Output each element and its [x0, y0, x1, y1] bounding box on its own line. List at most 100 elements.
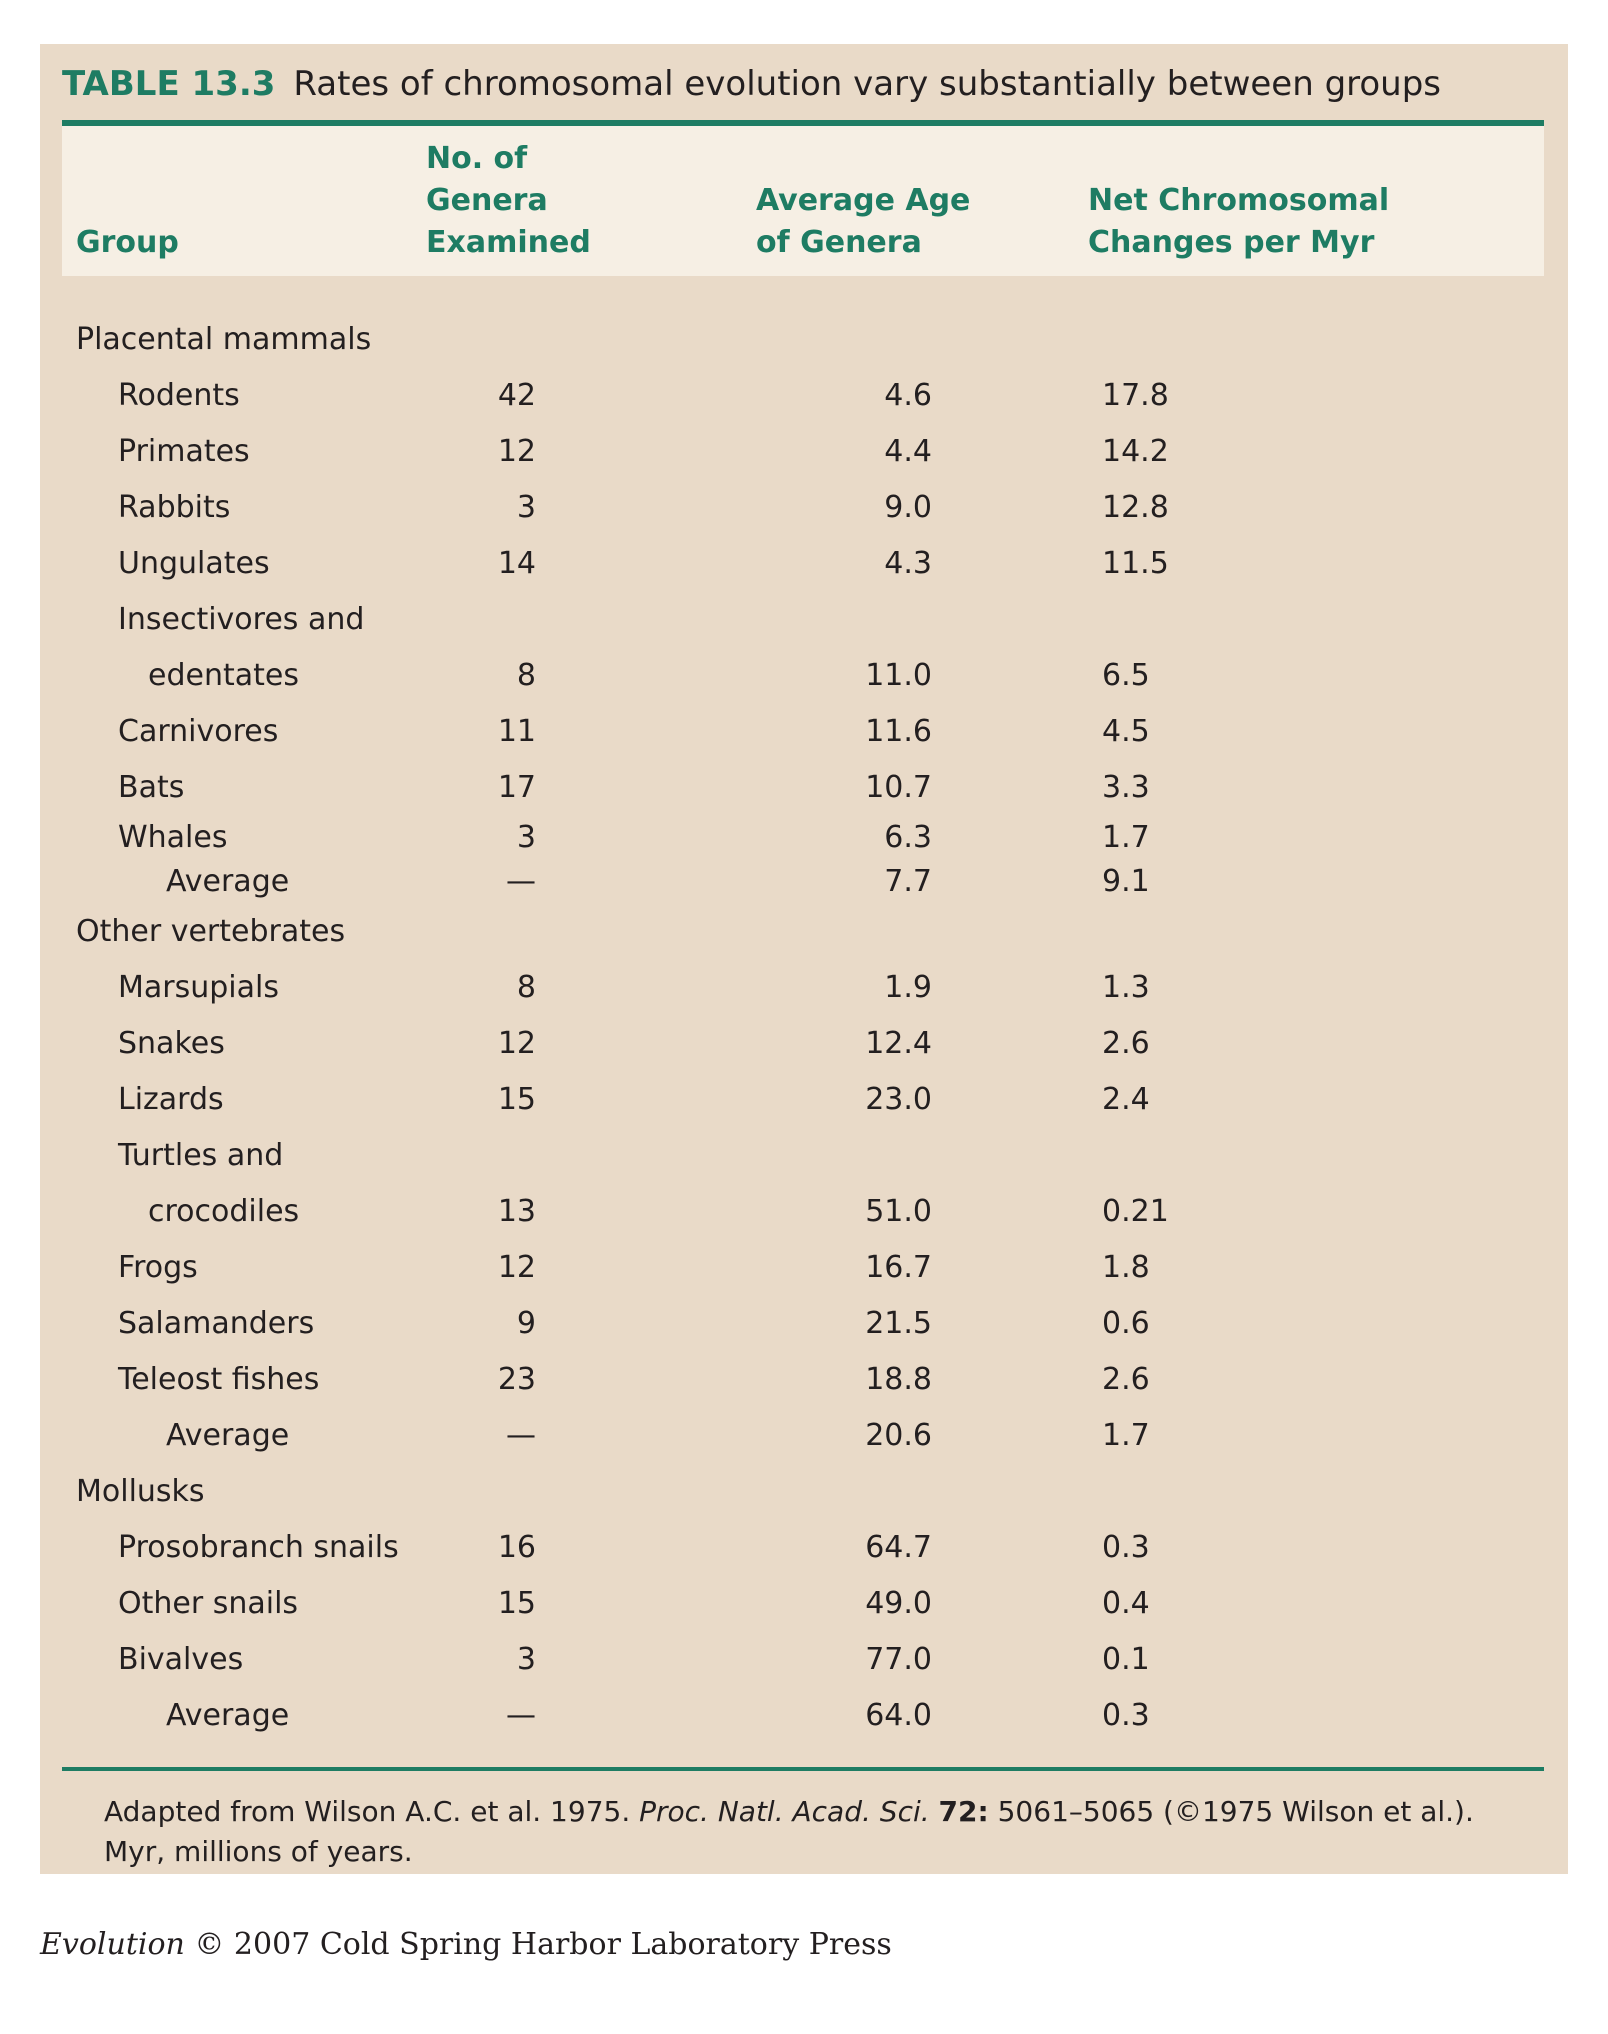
- row-age-cell: 20.6: [865, 1418, 932, 1453]
- row-genera-cell: —: [506, 1418, 536, 1453]
- table-caption: TABLE 13.3 Rates of chromosomal evolution…: [62, 62, 1441, 106]
- row-genera-cell: —: [506, 1698, 536, 1733]
- table-row: Mollusks: [62, 1464, 1544, 1520]
- row-age-cell: 4.4: [884, 434, 932, 469]
- table-row: Bats 17 10.7 3.3: [62, 760, 1544, 816]
- table-caption-text: Rates of chromosomal evolution vary subs…: [293, 64, 1442, 104]
- row-net-cell: 0.21: [1102, 1194, 1169, 1229]
- header-genera-line2: Genera: [426, 183, 548, 218]
- table-header: Group No. of Genera Examined Average Age…: [62, 126, 1544, 276]
- table-panel: TABLE 13.3 Rates of chromosomal evolution…: [40, 44, 1568, 1874]
- table-row: Other vertebrates: [62, 904, 1544, 960]
- row-age-cell: 21.5: [865, 1306, 932, 1341]
- table-row: Salamanders 9 21.5 0.6: [62, 1296, 1544, 1352]
- row-net-cell: 1.7: [1102, 1418, 1150, 1453]
- bottom-rule: [62, 1767, 1544, 1771]
- table-row: Turtles and: [62, 1128, 1544, 1184]
- row-age-cell: 4.3: [884, 546, 932, 581]
- row-net-cell: 12.8: [1102, 490, 1169, 525]
- row-age-cell: 16.7: [865, 1250, 932, 1285]
- row-net-cell: 2.6: [1102, 1026, 1150, 1061]
- footnote-abbreviation: Myr, millions of years.: [104, 1835, 413, 1868]
- header-genera-line1: No. of: [426, 141, 528, 176]
- row-net-cell: 1.7: [1102, 820, 1150, 855]
- row-age-cell: 7.7: [884, 864, 932, 899]
- row-genera-cell: 16: [497, 1530, 536, 1565]
- footnote-journal: Proc. Natl. Acad. Sci.: [639, 1795, 930, 1828]
- footnote-source: Adapted from Wilson A.C. et al. 1975.: [104, 1795, 640, 1828]
- row-group-cell: Frogs: [118, 1250, 198, 1285]
- row-group-cell: Rabbits: [118, 490, 231, 525]
- table-number: TABLE 13.3: [62, 64, 276, 104]
- row-group-cell: Mollusks: [76, 1474, 205, 1509]
- row-net-cell: 17.8: [1102, 378, 1169, 413]
- row-genera-cell: 3: [516, 1642, 536, 1677]
- row-group-cell: Insectivores and: [118, 602, 365, 637]
- row-genera-cell: 8: [516, 658, 536, 693]
- row-net-cell: 0.6: [1102, 1306, 1150, 1341]
- row-age-cell: 49.0: [865, 1586, 932, 1621]
- header-group: Group: [76, 225, 179, 260]
- header-genera-line3: Examined: [426, 225, 591, 260]
- row-group-cell: Average: [166, 1418, 290, 1453]
- row-age-cell: 18.8: [865, 1362, 932, 1397]
- row-genera-cell: 8: [516, 970, 536, 1005]
- row-genera-cell: 9: [516, 1306, 536, 1341]
- row-age-cell: 12.4: [865, 1026, 932, 1061]
- table-row: Average — 20.6 1.7: [62, 1408, 1544, 1464]
- row-genera-cell: 15: [497, 1082, 536, 1117]
- table-row: Other snails 15 49.0 0.4: [62, 1576, 1544, 1632]
- header-net-line1: Net Chromosomal: [1088, 183, 1390, 218]
- row-genera-cell: —: [506, 864, 536, 899]
- row-net-cell: 0.1: [1102, 1642, 1150, 1677]
- row-group-cell: Prosobranch snails: [118, 1530, 399, 1565]
- row-age-cell: 51.0: [865, 1194, 932, 1229]
- row-age-cell: 10.7: [865, 770, 932, 805]
- table-row: Rabbits 3 9.0 12.8: [62, 480, 1544, 536]
- row-genera-cell: 12: [497, 1026, 536, 1061]
- row-group-cell: Turtles and: [118, 1138, 284, 1173]
- row-group-cell: Bats: [118, 770, 185, 805]
- table-row: Bivalves 3 77.0 0.1: [62, 1632, 1544, 1688]
- row-group-cell: Whales: [118, 820, 228, 855]
- table-row: Prosobranch snails 16 64.7 0.3: [62, 1520, 1544, 1576]
- row-age-cell: 9.0: [884, 490, 932, 525]
- row-genera-cell: 11: [497, 714, 536, 749]
- row-group-cell: Average: [166, 1698, 290, 1733]
- row-group-cell: Salamanders: [118, 1306, 315, 1341]
- table-row: Placental mammals: [62, 312, 1544, 368]
- row-group-cell: edentates: [148, 658, 299, 693]
- row-age-cell: 64.7: [865, 1530, 932, 1565]
- row-genera-cell: 12: [497, 1250, 536, 1285]
- row-age-cell: 1.9: [884, 970, 932, 1005]
- top-rule: [62, 120, 1544, 126]
- row-net-cell: 14.2: [1102, 434, 1169, 469]
- footnote-volume: 72:: [938, 1795, 989, 1828]
- table-row: Snakes 12 12.4 2.6: [62, 1016, 1544, 1072]
- row-group-cell: Other vertebrates: [76, 914, 346, 949]
- table-row: Frogs 12 16.7 1.8: [62, 1240, 1544, 1296]
- header-age-line2: of Genera: [756, 225, 922, 260]
- row-group-cell: Placental mammals: [76, 322, 372, 357]
- table-row: Lizards 15 23.0 2.4: [62, 1072, 1544, 1128]
- footnote-pages: 5061–5065 (©1975 Wilson et al.).: [988, 1795, 1474, 1828]
- table-row: Average — 7.7 9.1: [62, 860, 1544, 904]
- row-genera-cell: 3: [516, 490, 536, 525]
- table-row: Marsupials 8 1.9 1.3: [62, 960, 1544, 1016]
- row-genera-cell: 17: [497, 770, 536, 805]
- row-age-cell: 23.0: [865, 1082, 932, 1117]
- row-genera-cell: 42: [497, 378, 536, 413]
- row-group-cell: crocodiles: [148, 1194, 300, 1229]
- row-net-cell: 0.4: [1102, 1586, 1150, 1621]
- row-group-cell: Teleost fishes: [118, 1362, 320, 1397]
- row-net-cell: 0.3: [1102, 1530, 1150, 1565]
- table-row: Average — 64.0 0.3: [62, 1688, 1544, 1744]
- row-age-cell: 11.0: [865, 658, 932, 693]
- table-row: Insectivores and: [62, 592, 1544, 648]
- header-net-line2: Changes per Myr: [1088, 225, 1375, 260]
- table-row: Teleost fishes 23 18.8 2.6: [62, 1352, 1544, 1408]
- table-row: Rodents 42 4.6 17.8: [62, 368, 1544, 424]
- row-group-cell: Snakes: [118, 1026, 225, 1061]
- credit-book-title: Evolution: [40, 1927, 185, 1962]
- row-group-cell: Bivalves: [118, 1642, 244, 1677]
